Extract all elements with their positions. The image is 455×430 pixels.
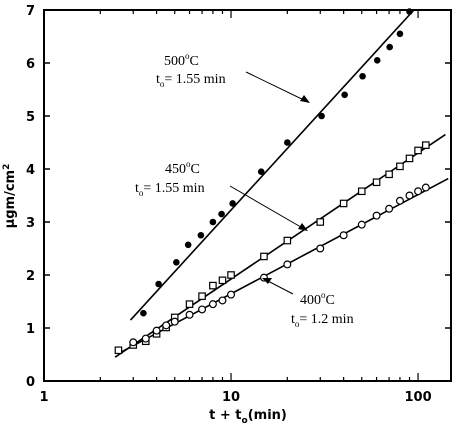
data-point	[185, 310, 194, 319]
svg-text:400oC: 400oC	[300, 290, 335, 308]
svg-text:450oC: 450oC	[165, 159, 200, 177]
data-point	[373, 57, 381, 64]
data-point	[414, 187, 423, 196]
data-point	[218, 296, 227, 305]
data-point	[406, 8, 413, 15]
svg-text:to= 1.55 min: to= 1.55 min	[135, 181, 205, 198]
arrowhead-450	[298, 223, 308, 231]
data-point	[218, 276, 227, 285]
data-point	[129, 338, 138, 347]
data-point	[396, 162, 404, 171]
svg-text:500oC: 500oC	[164, 51, 199, 69]
data-point	[357, 220, 366, 229]
data-point	[155, 280, 162, 288]
data-point	[405, 191, 414, 200]
data-point	[198, 292, 206, 301]
data-point	[162, 321, 171, 330]
y-tick-label: 0	[26, 375, 35, 390]
x-tick-label: 1	[39, 390, 48, 405]
data-point	[209, 281, 217, 290]
data-point	[318, 112, 325, 120]
arrowhead-500	[300, 95, 310, 103]
data-point	[386, 43, 393, 51]
data-point	[209, 218, 217, 226]
data-point	[152, 326, 161, 335]
data-point	[372, 178, 381, 187]
data-point	[229, 200, 236, 207]
data-point	[359, 72, 366, 80]
data-point	[339, 199, 348, 208]
data-point	[208, 300, 217, 309]
data-point	[341, 91, 348, 99]
arrow-400	[265, 279, 294, 295]
plot-frame	[43, 9, 452, 382]
y-tick-label: 7	[26, 4, 35, 19]
x-tick-label: 100	[404, 390, 431, 405]
data-point	[395, 196, 404, 205]
fit-line	[129, 9, 415, 321]
arrow-500	[245, 71, 309, 103]
data-point	[173, 258, 180, 266]
data-point	[316, 218, 325, 226]
y-axis-label: μgm/cm2	[2, 164, 18, 229]
data-point	[385, 204, 394, 213]
y-tick-label: 1	[26, 322, 35, 337]
data-point	[197, 231, 205, 239]
data-point	[284, 139, 291, 146]
data-point	[283, 236, 292, 245]
y-tick-label: 5	[26, 110, 35, 125]
annotation-400: 400oC to= 1.2 min	[262, 278, 354, 329]
arrowhead-400	[262, 278, 272, 284]
data-point	[414, 146, 422, 155]
data-point	[385, 170, 393, 179]
data-point	[422, 141, 430, 149]
data-point	[184, 241, 192, 249]
data-point	[396, 30, 404, 38]
data-point	[140, 309, 147, 317]
data-point	[339, 231, 348, 240]
data-point	[141, 334, 150, 343]
data-point	[218, 210, 225, 218]
data-point	[257, 168, 265, 175]
data-point	[372, 211, 381, 220]
data-point	[185, 300, 194, 308]
x-axis-label: t + to(min)	[209, 408, 287, 426]
data-point	[260, 252, 268, 261]
data-point	[357, 187, 366, 196]
y-tick-label: 4	[26, 163, 35, 178]
data-point	[405, 154, 414, 163]
data-point	[283, 260, 292, 269]
data-point	[114, 346, 123, 355]
arrow-450	[229, 185, 307, 231]
data-point	[227, 290, 236, 299]
y-tick-label: 6	[26, 57, 35, 72]
data-point	[170, 317, 179, 326]
data-points	[114, 8, 430, 355]
svg-text:to= 1.2 min: to= 1.2 min	[291, 312, 354, 329]
y-tick-label: 3	[26, 216, 35, 231]
annotation-450: 450oC to= 1.55 min	[135, 159, 308, 231]
annotation-500: 500oC to= 1.55 min	[156, 51, 310, 103]
data-point	[198, 305, 207, 314]
y-tick-label: 2	[26, 269, 35, 284]
svg-text:to= 1.55 min: to= 1.55 min	[156, 72, 226, 89]
data-point	[316, 244, 325, 253]
x-tick-label: 10	[222, 390, 240, 405]
data-point	[421, 183, 430, 192]
data-point	[227, 271, 235, 279]
